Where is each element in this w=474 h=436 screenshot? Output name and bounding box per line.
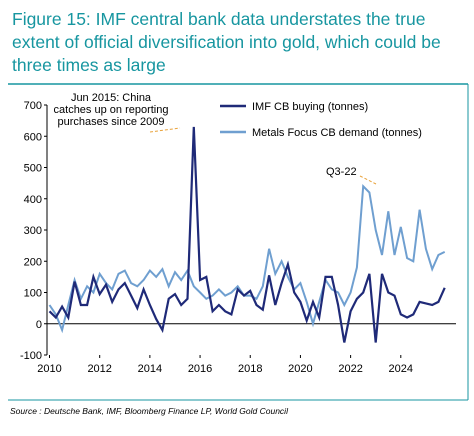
y-tick-label: 100 (24, 288, 42, 300)
x-tick-label: 2020 (288, 363, 312, 375)
y-tick-label: 300 (24, 225, 42, 237)
annotation: Q3-22 (326, 166, 357, 178)
source: Source : Deutsche Bank, IMF, Bloomberg F… (10, 406, 289, 416)
x-tick-label: 2016 (188, 363, 212, 375)
legend-label: IMF CB buying (tonnes) (252, 101, 368, 113)
series-line (48, 184, 446, 334)
annotation: Jun 2015: China catches up on reporting … (53, 92, 169, 128)
legend-label: Metals Focus CB demand (tonnes) (252, 127, 422, 139)
annotation-leader (149, 127, 181, 133)
series-line (48, 126, 446, 343)
x-tick-label: 2022 (338, 363, 362, 375)
y-tick-label: 400 (24, 194, 42, 206)
y-tick-label: 200 (24, 256, 42, 268)
x-tick-label: 2010 (37, 363, 61, 375)
x-tick-label: 2012 (87, 363, 111, 375)
y-tick-label: 600 (24, 131, 42, 143)
x-tick-label: 2018 (238, 363, 262, 375)
y-tick-label: 0 (36, 319, 42, 331)
y-tick-label: 700 (24, 100, 42, 112)
chart-title: Figure 15: IMF central bank data underst… (12, 9, 441, 75)
x-tick-label: 2024 (389, 363, 413, 375)
x-tick-label: 2014 (138, 363, 162, 375)
y-tick-label: 500 (24, 163, 42, 175)
annotation-box: Jun 2015: China catches up on reporting … (53, 92, 169, 128)
annotation-leader (359, 175, 377, 185)
y-tick-label: -100 (20, 350, 42, 362)
